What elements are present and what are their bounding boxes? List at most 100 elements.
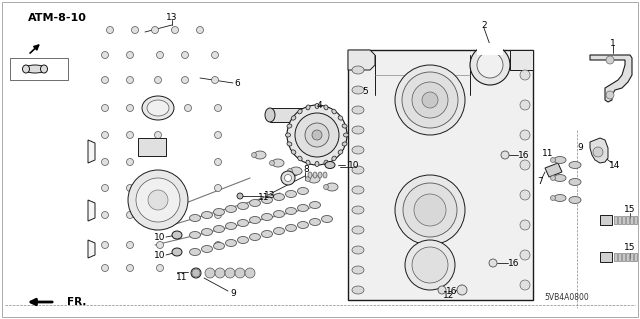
Ellipse shape xyxy=(352,126,364,134)
Text: 11: 11 xyxy=(259,192,269,202)
Circle shape xyxy=(405,240,455,290)
Text: 11: 11 xyxy=(176,273,188,283)
Polygon shape xyxy=(270,108,310,122)
Circle shape xyxy=(127,184,134,191)
Ellipse shape xyxy=(291,150,296,154)
Circle shape xyxy=(520,100,530,110)
Circle shape xyxy=(414,194,446,226)
Ellipse shape xyxy=(352,286,364,294)
Text: ATM-8-10: ATM-8-10 xyxy=(28,13,87,23)
Circle shape xyxy=(214,131,221,138)
Ellipse shape xyxy=(262,231,273,238)
Circle shape xyxy=(127,159,134,166)
Ellipse shape xyxy=(285,190,296,197)
Circle shape xyxy=(182,77,189,84)
Circle shape xyxy=(127,51,134,58)
Circle shape xyxy=(214,105,221,112)
Circle shape xyxy=(214,211,221,219)
Ellipse shape xyxy=(285,225,296,232)
Circle shape xyxy=(102,51,109,58)
Ellipse shape xyxy=(202,246,212,253)
Ellipse shape xyxy=(189,232,200,239)
Circle shape xyxy=(127,241,134,249)
Ellipse shape xyxy=(313,172,317,178)
Circle shape xyxy=(477,52,503,78)
Ellipse shape xyxy=(254,151,266,159)
Circle shape xyxy=(470,45,510,85)
Ellipse shape xyxy=(262,213,273,220)
Ellipse shape xyxy=(352,106,364,114)
Ellipse shape xyxy=(290,167,302,175)
Circle shape xyxy=(157,241,163,249)
Ellipse shape xyxy=(298,221,308,228)
Ellipse shape xyxy=(287,142,292,146)
Ellipse shape xyxy=(550,158,556,162)
Ellipse shape xyxy=(554,195,566,202)
Ellipse shape xyxy=(554,174,566,182)
Text: 2: 2 xyxy=(481,21,487,31)
Ellipse shape xyxy=(305,108,315,122)
Circle shape xyxy=(520,130,530,140)
Ellipse shape xyxy=(214,242,225,249)
Ellipse shape xyxy=(342,142,347,146)
Circle shape xyxy=(305,123,329,147)
Circle shape xyxy=(196,26,204,33)
Ellipse shape xyxy=(269,160,275,166)
Text: 6: 6 xyxy=(234,78,240,87)
Ellipse shape xyxy=(332,156,336,161)
Circle shape xyxy=(520,70,530,80)
Circle shape xyxy=(593,147,603,157)
Ellipse shape xyxy=(550,175,556,181)
Ellipse shape xyxy=(315,161,319,167)
Bar xyxy=(138,138,166,156)
Text: 9: 9 xyxy=(577,144,583,152)
Ellipse shape xyxy=(324,105,328,110)
Circle shape xyxy=(184,105,191,112)
Circle shape xyxy=(237,193,243,199)
Ellipse shape xyxy=(237,219,248,226)
Circle shape xyxy=(215,268,225,278)
Circle shape xyxy=(438,286,446,294)
Ellipse shape xyxy=(273,211,285,218)
Ellipse shape xyxy=(225,222,237,229)
Bar xyxy=(477,43,503,55)
Ellipse shape xyxy=(273,194,285,201)
Ellipse shape xyxy=(352,66,364,74)
Bar xyxy=(600,215,612,225)
Circle shape xyxy=(295,113,339,157)
Circle shape xyxy=(152,26,159,33)
Ellipse shape xyxy=(214,226,225,233)
Bar xyxy=(618,216,621,224)
Circle shape xyxy=(520,160,530,170)
Ellipse shape xyxy=(214,209,225,216)
Ellipse shape xyxy=(323,172,327,178)
Text: 11: 11 xyxy=(542,149,554,158)
Ellipse shape xyxy=(273,227,285,234)
Polygon shape xyxy=(88,140,95,163)
Ellipse shape xyxy=(338,116,343,120)
Ellipse shape xyxy=(308,175,320,183)
Circle shape xyxy=(412,82,448,118)
Ellipse shape xyxy=(550,196,556,201)
Circle shape xyxy=(127,211,134,219)
Bar xyxy=(618,253,621,261)
Circle shape xyxy=(214,159,221,166)
Ellipse shape xyxy=(352,226,364,234)
Ellipse shape xyxy=(308,172,312,178)
Bar xyxy=(10,58,68,80)
Ellipse shape xyxy=(262,197,273,204)
Ellipse shape xyxy=(352,166,364,174)
Circle shape xyxy=(205,268,215,278)
Circle shape xyxy=(148,190,168,210)
Bar xyxy=(634,216,637,224)
Ellipse shape xyxy=(189,214,200,221)
Circle shape xyxy=(157,264,163,271)
Ellipse shape xyxy=(315,103,319,108)
Ellipse shape xyxy=(569,197,581,204)
Circle shape xyxy=(501,151,509,159)
Ellipse shape xyxy=(191,268,201,278)
Ellipse shape xyxy=(352,86,364,94)
Ellipse shape xyxy=(306,160,310,165)
Ellipse shape xyxy=(172,231,182,239)
Circle shape xyxy=(312,130,322,140)
